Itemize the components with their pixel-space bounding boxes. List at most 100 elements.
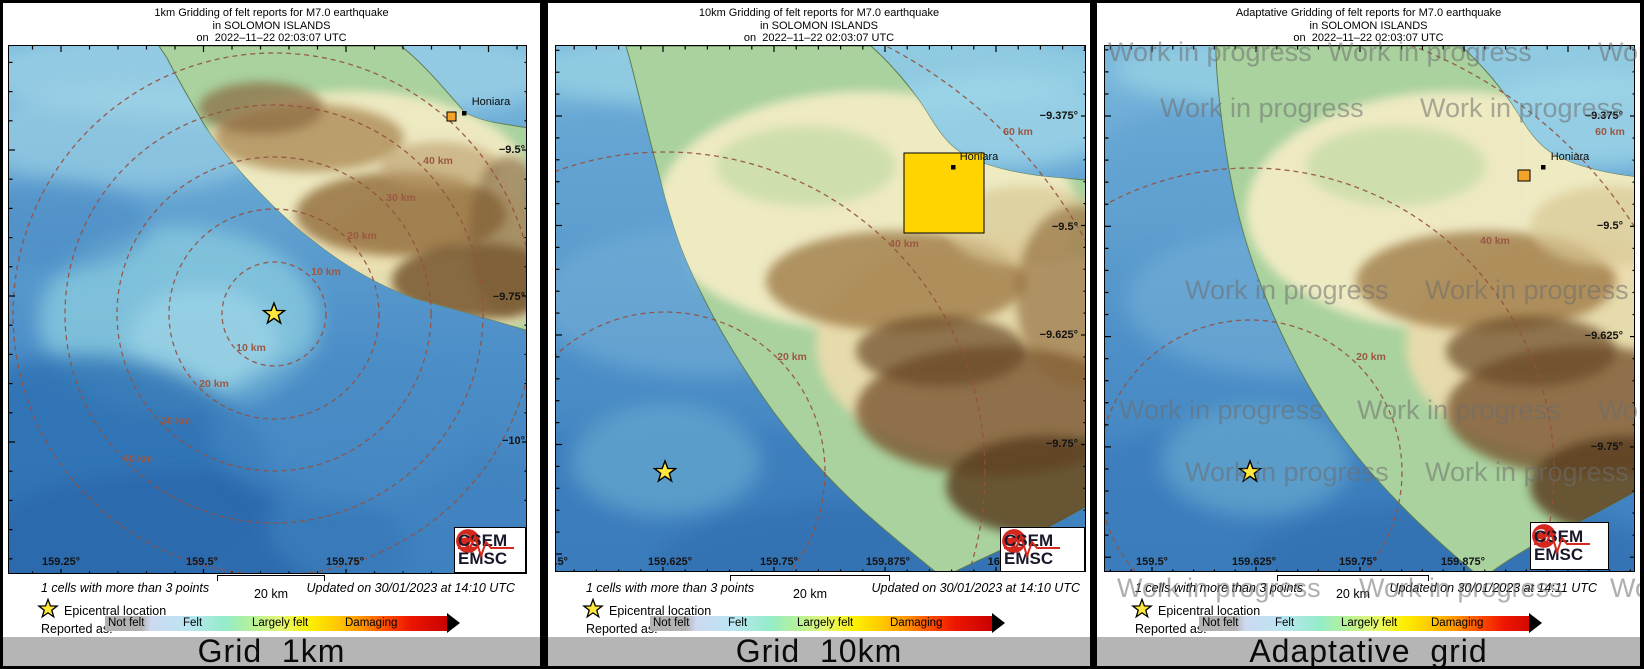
intensity-not-felt: Not felt [108,617,145,629]
terrain-map [9,46,526,573]
panel-adaptative-grid: Adaptative Gridding of felt reports for … [1097,3,1640,666]
updated-timestamp: Updated on 30/01/2023 at 14:11 UTC [1389,581,1597,595]
latitude-label: −9.75° [492,291,525,303]
map-scale-bar [730,575,890,581]
epicenter-star-icon [37,598,59,619]
work-in-progress-watermark: Work in progress [1610,573,1640,603]
scale-bar-label: 20 km [1335,587,1371,601]
ring-distance-label: 60 km [1595,126,1625,138]
ring-distance-label: 20 km [199,378,229,390]
panel-title: 1km Gridding of felt reports for M7.0 ea… [3,7,540,45]
panel-grid-1km: 1km Gridding of felt reports for M7.0 ea… [3,3,540,666]
cells-note: 1 cells with more than 3 points [586,581,755,595]
intensity-largely-felt: Largely felt [797,617,854,629]
intensity-felt: Felt [728,617,748,629]
map-scale-bar [1277,575,1429,581]
logo-csem-text: CSEM [1004,531,1054,550]
felt-report-cell [903,152,985,234]
title-line-2: in SOLOMON ISLANDS [1309,19,1428,32]
longitude-label: 159.75° [1338,556,1378,568]
intensity-not-felt: Not felt [1202,617,1239,629]
title-line-3: on 2022–11–22 02:03:07 UTC [196,32,347,44]
title-line-1: 1km Gridding of felt reports for M7.0 ea… [154,7,389,19]
felt-report-cell [1517,169,1531,182]
intensity-color-scale: Not felt Felt Largely felt Damaging [105,616,447,631]
intensity-largely-felt: Largely felt [252,617,309,629]
longitude-label: 159.75° [325,556,365,568]
scale-bar-label: 20 km [792,587,828,601]
csem-emsc-logo: CSEM EMSC [1530,522,1609,570]
grid-type-label: Grid 10km [735,633,903,666]
ring-distance-label: 20 km [1356,351,1386,363]
distance-ring [1105,167,1555,571]
latitude-label: −9.5° [1596,220,1623,232]
map-scale-bar [217,575,325,581]
latitude-label: −9.5° [498,144,525,156]
latitude-label: −10° [501,435,525,447]
longitude-label: 159.875° [865,556,911,568]
csem-emsc-logo: CSEM EMSC [1000,527,1085,571]
intensity-damaging: Damaging [345,617,398,629]
color-scale-arrow [992,613,1005,633]
distance-ring [221,261,327,367]
intensity-color-scale: Not felt Felt Largely felt Damaging [1199,616,1529,631]
panel-grid-10km: 10km Gridding of felt reports for M7.0 e… [548,3,1090,666]
ring-distance-label: 30 km [386,192,416,204]
city-dot [951,165,956,170]
epicenter-star-icon [1131,598,1153,619]
epicentral-location-label: Epicentral location [609,604,712,618]
panel-caption-band: Grid 1km [3,635,540,666]
latitude-label: −9.375° [1039,110,1078,122]
panel-caption-band: Grid 10km [548,635,1090,666]
city-label: Honiara [1550,151,1590,163]
intensity-largely-felt: Largely felt [1341,617,1398,629]
longitude-label: 159.75° [759,556,799,568]
distance-ring [116,156,432,472]
cells-note: 1 cells with more than 3 points [1135,581,1304,595]
latitude-label: −9.625° [1039,329,1078,341]
intensity-damaging: Damaging [890,617,943,629]
epicenter-star [652,459,678,483]
reported-as-label: Reported as: [41,622,113,636]
panel-title: 10km Gridding of felt reports for M7.0 e… [548,7,1090,45]
city-dot [1541,165,1546,170]
logo-emsc-text: EMSC [1004,549,1054,568]
color-scale-arrow [447,613,460,633]
longitude-label: 159.875° [1440,556,1486,568]
longitude-label: 159.625° [647,556,693,568]
distance-ring [556,151,986,571]
updated-timestamp: Updated on 30/01/2023 at 14:10 UTC [306,581,515,595]
title-line-1: 10km Gridding of felt reports for M7.0 e… [698,7,940,19]
ring-distance-label: 20 km [777,351,807,363]
ring-distance-label: 10 km [236,342,266,354]
title-line-2: in SOLOMON ISLANDS [760,19,878,32]
latitude-label: −9.5° [1051,221,1078,233]
latitude-label: −9.625° [1584,330,1623,342]
ring-distance-label: 40 km [123,453,153,465]
intensity-felt: Felt [183,617,203,629]
map-grid-10km: 20 km 40 km 60 km −9.375° −9.5° −9.625° −9.75°… [555,45,1086,572]
longitude-label: 159.25° [41,556,81,568]
ring-distance-label: 20 km [347,230,377,242]
epicenter-star [261,301,287,325]
panel-caption-band: Adaptative grid [1097,635,1640,666]
distance-ring [1105,319,1403,571]
ring-distance-label: 40 km [1480,235,1510,247]
latitude-label: −9.75° [1045,438,1078,450]
latitude-label: −9.375° [1584,110,1623,122]
csem-emsc-logo: CSEM EMSC [454,527,526,573]
logo-csem-text: CSEM [458,531,508,550]
longitude-label: 159.5° [1136,556,1168,568]
city-dot [462,111,467,116]
grid-type-label: Grid 1km [197,633,346,666]
title-line-3: on 2022–11–22 02:03:07 UTC [1293,32,1444,44]
epicentral-location-label: Epicentral location [64,604,167,618]
title-line-3: on 2022–11–22 02:03:07 UTC [743,32,895,44]
reported-as-label: Reported as: [586,622,658,636]
ring-distance-label: 40 km [889,238,919,250]
updated-timestamp: Updated on 30/01/2023 at 14:10 UTC [871,581,1080,595]
panel-title: Adaptative Gridding of felt reports for … [1097,7,1640,45]
longitude-label: 159.5° [555,556,568,568]
reported-as-label: Reported as: [1135,622,1207,636]
intensity-damaging: Damaging [1431,617,1484,629]
